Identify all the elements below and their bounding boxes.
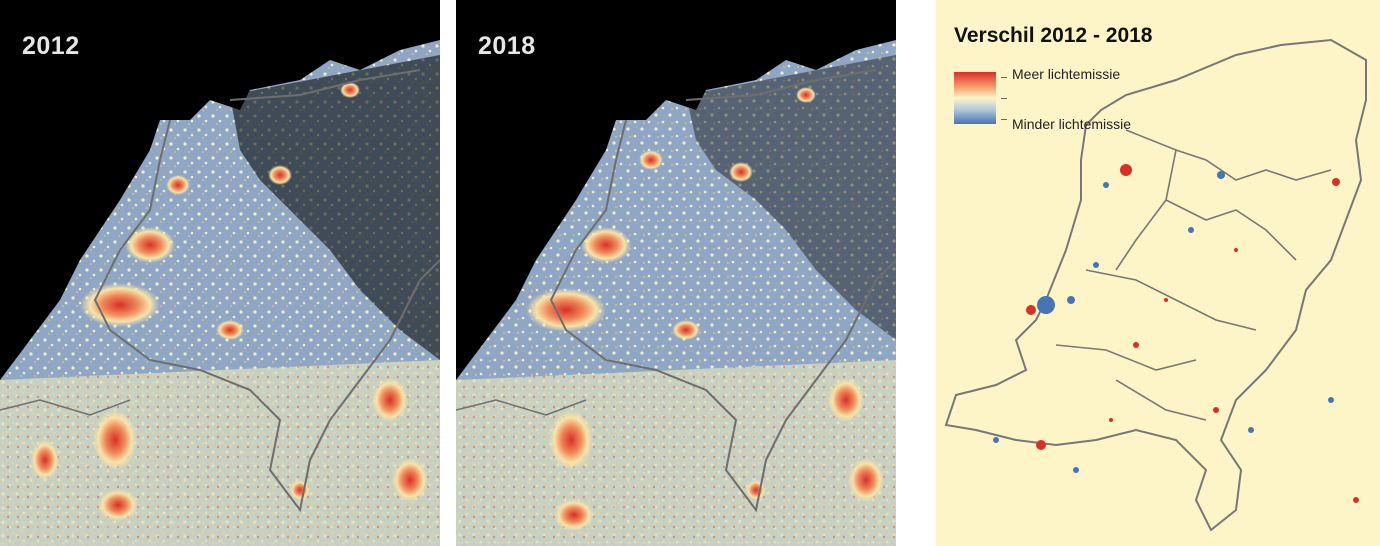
- map-panel-2018: 2018: [456, 0, 896, 546]
- legend-label-less: Minder lichtemissie: [1012, 116, 1132, 132]
- year-label-2018: 2018: [478, 32, 536, 60]
- legend-tick-bottom: [1001, 119, 1007, 120]
- difference-map: [936, 0, 1380, 546]
- legend-tick-top: [1001, 77, 1007, 78]
- legend-label-more: Meer lichtemissie: [1012, 66, 1121, 82]
- difference-title: Verschil 2012 - 2018: [954, 24, 1153, 47]
- map-panel-2012: 2012: [0, 0, 440, 546]
- legend-tick-mid: [1001, 98, 1007, 99]
- year-label-2012: 2012: [22, 32, 80, 60]
- light-map-2012: [0, 0, 440, 546]
- difference-map-panel: Verschil 2012 - 2018 Meer lichtemissie M…: [936, 0, 1380, 546]
- legend-color-bar: [954, 72, 996, 124]
- legend: Meer lichtemissie Minder lichtemissie: [954, 66, 1154, 132]
- light-map-2018: [456, 0, 896, 546]
- difference-speckles: [993, 164, 1359, 503]
